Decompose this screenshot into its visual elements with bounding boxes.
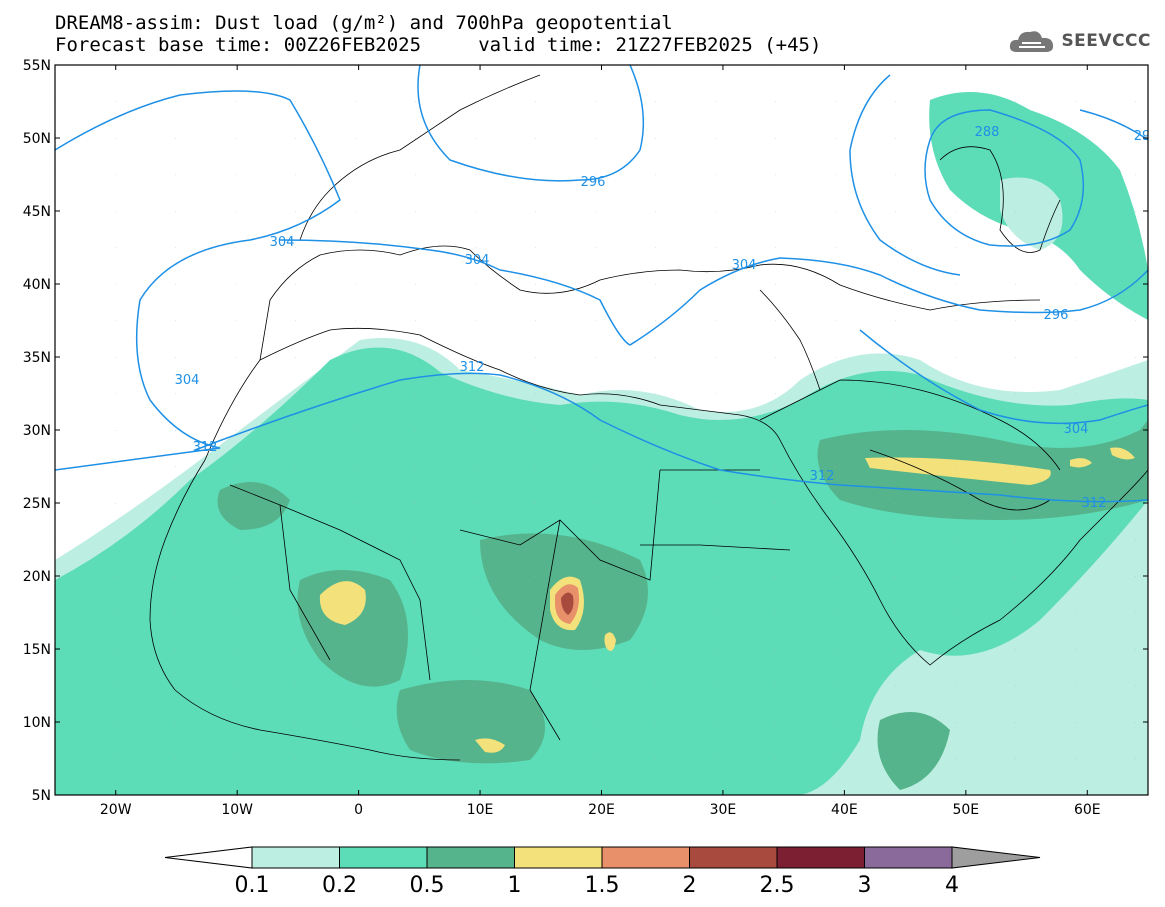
lat-label: 15N <box>23 642 51 658</box>
colorbar-segment <box>776 846 865 869</box>
lat-label: 10N <box>23 715 51 731</box>
seevccc-logo: SEEVCCC <box>1007 26 1151 56</box>
colorbar-label: 2 <box>683 873 697 898</box>
lat-label: 35N <box>23 350 51 366</box>
contour-label: 304 <box>465 253 490 268</box>
colorbar-segment <box>251 846 340 869</box>
colorbar-label: 4 <box>945 873 959 898</box>
colorbar-segment <box>689 846 778 869</box>
contour-label: 304 <box>1064 422 1089 437</box>
colorbar-label: 2.5 <box>760 873 795 898</box>
colorbar-segment <box>426 846 515 869</box>
lon-label: 60E <box>1074 802 1101 818</box>
map-title: DREAM8-assim: Dust load (g/m²) and 700hP… <box>55 12 673 34</box>
colorbar-segment <box>339 846 428 869</box>
contour-label: 312 <box>193 440 218 455</box>
colorbar <box>164 846 1041 869</box>
colorbar-label: 1.5 <box>585 873 620 898</box>
contour-label: 304 <box>270 235 295 250</box>
cloud-icon <box>1010 31 1054 52</box>
contour-label: 296 <box>1044 308 1069 323</box>
plot-area: 288 296 296 304 304 304 304 304 312 312 … <box>55 65 1151 795</box>
contour-label: 304 <box>175 373 200 388</box>
lon-label: 0 <box>354 802 363 818</box>
contour-label: 288 <box>975 125 1000 140</box>
contour-label: 296 <box>581 175 606 190</box>
lat-label: 25N <box>23 496 51 512</box>
contour-label: 312 <box>810 469 835 484</box>
lat-label: 20N <box>23 569 51 585</box>
colorbar-segment <box>514 846 603 869</box>
colorbar-segment <box>601 846 690 869</box>
lat-label: 45N <box>23 204 51 220</box>
contour-label: 29 <box>1134 129 1151 144</box>
colorbar-label: 0.5 <box>410 873 445 898</box>
grid-dots <box>55 65 1148 795</box>
colorbar-segment <box>864 846 953 869</box>
lon-label: 40E <box>831 802 858 818</box>
lat-label: 30N <box>23 423 51 439</box>
colorbar-label: 0.2 <box>322 873 357 898</box>
geopotential-contours <box>55 65 1148 503</box>
contour-label: 304 <box>732 258 757 273</box>
contour-label: 312 <box>1082 496 1107 511</box>
colorbar-labels: 0.1 0.2 0.5 1 1.5 2 2.5 3 4 <box>235 873 960 898</box>
latitude-axis: 55N 50N 45N 40N 35N 30N 25N 20N 15N 10N 5N <box>23 58 1148 804</box>
lon-label: 20E <box>588 802 615 818</box>
lat-label: 5N <box>32 788 51 804</box>
colorbar-above-triangle <box>951 846 1041 869</box>
coastlines <box>149 74 1148 761</box>
longitude-axis: 20W 10W 0 10E 20E 30E 40E 50E 60E <box>100 65 1101 818</box>
colorbar-label: 1 <box>508 873 522 898</box>
lon-label: 50E <box>952 802 979 818</box>
lon-label: 10W <box>221 802 253 818</box>
forecast-time-line: Forecast base time: 00Z26FEB2025 valid t… <box>55 34 822 56</box>
colorbar-below-triangle <box>164 846 253 869</box>
contour-label: 312 <box>460 360 485 375</box>
colorbar-label: 0.1 <box>235 873 270 898</box>
lat-label: 55N <box>23 58 51 74</box>
lat-label: 50N <box>23 131 51 147</box>
logo-text: SEEVCCC <box>1061 31 1151 51</box>
lon-label: 20W <box>100 802 132 818</box>
contour-labels: 288 296 296 304 304 304 304 304 312 312 … <box>175 125 1151 511</box>
lon-label: 30E <box>710 802 737 818</box>
lon-label: 10E <box>467 802 494 818</box>
lat-label: 40N <box>23 277 51 293</box>
colorbar-label: 3 <box>858 873 872 898</box>
